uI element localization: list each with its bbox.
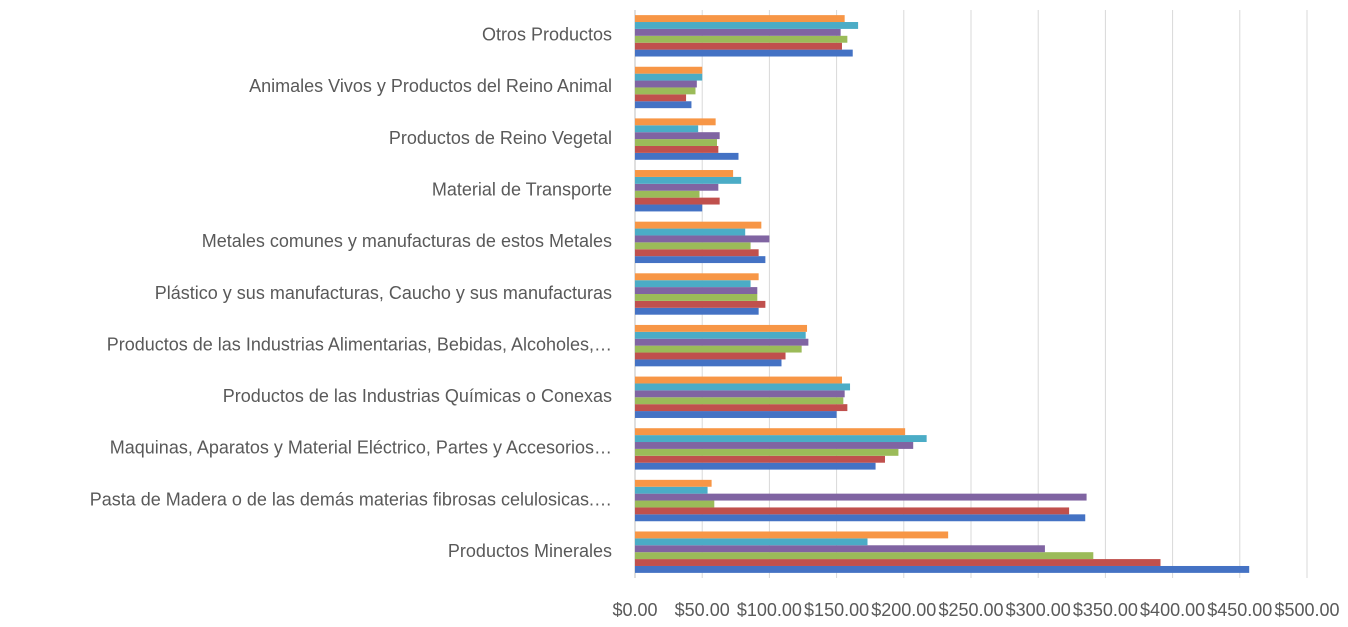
x-tick-label: $500.00 <box>1274 600 1339 620</box>
y-tick-label: Productos Minerales <box>448 541 612 561</box>
bar <box>635 545 1045 553</box>
bar <box>635 280 751 288</box>
bar <box>635 249 759 257</box>
bar <box>635 235 770 243</box>
bar <box>635 28 841 36</box>
bar <box>635 324 808 332</box>
bar <box>635 345 802 353</box>
x-tick-label: $450.00 <box>1207 600 1272 620</box>
bar <box>635 376 842 384</box>
bar <box>635 190 700 198</box>
bar <box>635 300 766 308</box>
y-tick-label: Animales Vivos y Productos del Reino Ani… <box>249 76 612 96</box>
bar <box>635 294 758 301</box>
y-tick-label: Productos de Reino Vegetal <box>389 128 612 148</box>
bar <box>635 139 717 146</box>
x-tick-label: $300.00 <box>1006 600 1071 620</box>
bar <box>635 448 899 456</box>
bar <box>635 404 848 412</box>
bar <box>635 352 786 360</box>
x-tick-label: $250.00 <box>938 600 1003 620</box>
bar <box>635 132 720 140</box>
y-tick-label: Plástico y sus manufacturas, Caucho y su… <box>155 283 612 303</box>
bar <box>635 462 876 470</box>
bar <box>635 183 719 191</box>
bar <box>635 455 885 463</box>
bar <box>635 242 751 250</box>
bar <box>635 565 1250 573</box>
bar <box>635 397 844 405</box>
bar <box>635 22 859 29</box>
bar <box>635 49 853 57</box>
x-tick-label: $100.00 <box>737 600 802 620</box>
bar <box>635 170 734 177</box>
bar <box>635 538 868 546</box>
bar <box>635 256 766 264</box>
bar <box>635 15 845 23</box>
bar <box>635 531 949 539</box>
x-tick-label: $350.00 <box>1073 600 1138 620</box>
y-tick-label: Otros Productos <box>482 25 612 45</box>
y-tick-label: Pasta de Madera o de las demás materias … <box>90 489 612 509</box>
bar <box>635 486 708 494</box>
bar <box>635 228 746 236</box>
bar <box>635 390 845 398</box>
bar <box>635 73 703 81</box>
bar <box>635 559 1161 566</box>
x-tick-label: $150.00 <box>804 600 869 620</box>
bar <box>635 221 762 229</box>
y-tick-label: Metales comunes y manufacturas de estos … <box>202 231 612 251</box>
x-tick-label: $0.00 <box>612 600 657 620</box>
bar <box>635 514 1086 522</box>
bar <box>635 152 739 160</box>
y-tick-label: Productos de las Industrias Químicas o C… <box>223 386 612 406</box>
y-tick-label: Productos de las Industrias Alimentarias… <box>107 334 612 354</box>
bar <box>635 197 720 205</box>
bar <box>635 204 703 212</box>
bar <box>635 338 809 346</box>
bar <box>635 500 715 508</box>
bar <box>635 35 848 43</box>
bar <box>635 125 699 133</box>
bar <box>635 479 712 487</box>
bar <box>635 435 927 443</box>
bar <box>635 94 687 102</box>
x-tick-label: $400.00 <box>1140 600 1205 620</box>
y-tick-label: Maquinas, Aparatos y Material Eléctrico,… <box>110 438 612 458</box>
bar <box>635 428 906 436</box>
bar <box>635 273 759 281</box>
bar <box>635 507 1070 515</box>
bar <box>635 101 692 109</box>
bar <box>635 87 696 95</box>
bar <box>635 442 914 449</box>
y-tick-label: Material de Transporte <box>432 179 612 199</box>
bar <box>635 176 742 184</box>
bar <box>635 359 782 367</box>
bar <box>635 493 1087 501</box>
bar <box>635 552 1094 560</box>
bar <box>635 42 842 50</box>
x-tick-label: $200.00 <box>871 600 936 620</box>
bar <box>635 383 851 391</box>
bar <box>635 145 719 153</box>
bar <box>635 118 716 126</box>
x-tick-label: $50.00 <box>675 600 730 620</box>
bar <box>635 287 758 294</box>
bar <box>635 66 703 74</box>
bar <box>635 80 697 88</box>
bar <box>635 411 837 418</box>
bar <box>635 307 759 315</box>
bar <box>635 331 806 339</box>
